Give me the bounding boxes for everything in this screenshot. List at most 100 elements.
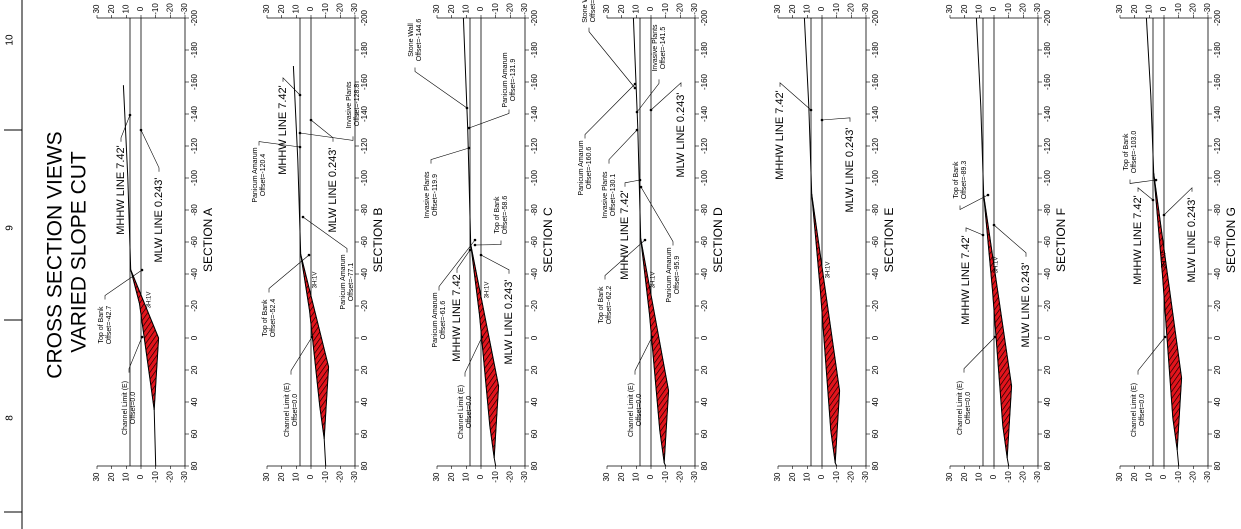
- elevation-tick-label: 10: [802, 472, 811, 481]
- offset-tick-label: 80: [871, 461, 880, 470]
- annotation: MHHW LINE 7.42': [619, 190, 631, 280]
- elevation-tick-label: 0: [989, 474, 998, 479]
- offset-tick-label: 0: [1213, 335, 1222, 340]
- offset-tick-label: -140: [190, 105, 199, 122]
- annotation: Top of Bank: [1123, 133, 1130, 170]
- annotation: 3H:1V: [313, 272, 319, 289]
- leader-arrow: [128, 113, 132, 117]
- section-title: SECTION D: [711, 207, 725, 273]
- offset-tick-label: -120: [530, 137, 539, 154]
- elevation-tick-label: -30: [861, 3, 870, 15]
- annotation: Offset=0.0: [130, 392, 137, 424]
- offset-tick-label: -80: [871, 204, 880, 216]
- offset-tick-label: 40: [190, 397, 199, 406]
- elevation-tick-label: -10: [1004, 3, 1013, 15]
- section: [1119, 15, 1212, 469]
- leader-arrow: [650, 335, 654, 339]
- offset-tick-label: -80: [700, 204, 709, 216]
- leader-line: [430, 147, 470, 164]
- elevation-tick-label: 30: [432, 472, 441, 481]
- leader-line: [1137, 187, 1154, 201]
- offset-tick-label: 20: [1213, 365, 1222, 374]
- annotation: Top of Bank: [598, 286, 605, 323]
- annotation: Channel Limit (E): [284, 383, 291, 437]
- leader-line: [963, 336, 996, 373]
- offset-tick-label: 0: [1043, 335, 1052, 340]
- elevation-tick-label: -30: [690, 471, 699, 483]
- elevation-tick-label: 20: [788, 4, 797, 13]
- leader-line: [604, 239, 646, 280]
- elevation-tick-label: -20: [505, 471, 514, 483]
- offset-tick-label: -160: [1213, 73, 1222, 90]
- section-title: SECTION F: [1054, 208, 1068, 272]
- leader-line: [965, 227, 984, 236]
- leader-line: [1163, 187, 1193, 216]
- offset-tick-label: -100: [530, 169, 539, 186]
- elevation-tick-label: 0: [136, 474, 145, 479]
- elevation-tick-label: 0: [476, 474, 485, 479]
- annotation: MLW LINE 0.243': [844, 127, 856, 212]
- offset-tick-label: -20: [190, 300, 199, 312]
- offset-tick-label: -160: [360, 73, 369, 90]
- annotation: MLW LINE 0.243': [503, 279, 515, 364]
- leader-line: [636, 79, 660, 113]
- annotation: Offset=-62.2: [606, 286, 613, 325]
- offset-tick-label: -100: [190, 169, 199, 186]
- offset-tick-label: -100: [360, 169, 369, 186]
- elevation-tick-label: 10: [1144, 4, 1153, 13]
- leader-arrow: [981, 233, 985, 237]
- elevation-tick-label: -30: [1203, 3, 1212, 15]
- leader-arrow: [467, 146, 471, 150]
- offset-tick-label: -120: [1213, 137, 1222, 154]
- leader-line: [282, 77, 301, 96]
- elevation-tick-label: 20: [617, 4, 626, 13]
- annotation: 3H:1V: [1162, 252, 1168, 269]
- offset-tick-label: -60: [360, 236, 369, 248]
- elevation-tick-label: -10: [151, 471, 160, 483]
- annotation: MLW LINE 0.243': [1020, 262, 1032, 347]
- offset-tick-label: 40: [1213, 397, 1222, 406]
- offset-tick-label: 20: [530, 365, 539, 374]
- elevation-tick-label: 10: [974, 4, 983, 13]
- proposed-grade: [640, 238, 670, 463]
- leader-arrow: [1163, 335, 1167, 339]
- offset-tick-label: 20: [190, 365, 199, 374]
- offset-tick-label: -160: [1043, 73, 1052, 90]
- elevation-tick-label: 10: [121, 472, 130, 481]
- annotation: Channel Limit (E): [1131, 383, 1138, 437]
- annotation: Panicum Amarum: [502, 52, 509, 107]
- leader-arrow: [633, 82, 637, 86]
- offset-tick-label: 0: [871, 335, 880, 340]
- annotation: Panicum Amarum: [578, 140, 585, 195]
- elevation-tick-label: -20: [675, 3, 684, 15]
- offset-tick-label: 20: [871, 365, 880, 374]
- offset-tick-label: -80: [360, 204, 369, 216]
- offset-tick-label: 0: [530, 335, 539, 340]
- elevation-tick-label: 30: [1115, 4, 1124, 13]
- elevation-tick-label: 10: [291, 472, 300, 481]
- offset-tick-label: -200: [190, 9, 199, 26]
- zone-label: 8: [5, 415, 16, 421]
- leader-arrow: [465, 106, 469, 110]
- annotation: Offset=-42.7: [106, 306, 113, 345]
- elevation-tick-label: 20: [960, 4, 969, 13]
- offset-tick-label: 80: [1213, 461, 1222, 470]
- leader-arrow: [809, 108, 813, 112]
- section-title: SECTION E: [882, 208, 896, 273]
- section-title: SECTION A: [201, 208, 215, 272]
- offset-tick-label: 60: [871, 429, 880, 438]
- elevation-tick-label: -30: [1203, 471, 1212, 483]
- leader-arrow: [993, 335, 997, 339]
- leader-arrow: [298, 131, 302, 135]
- proposed-grade: [811, 193, 841, 463]
- elevation-tick-label: 20: [107, 4, 116, 13]
- elevation-tick-label: 20: [277, 4, 286, 13]
- annotation: Invasive Plants: [424, 171, 431, 219]
- elevation-tick-label: 30: [432, 4, 441, 13]
- leader-arrow: [643, 238, 647, 242]
- elevation-tick-label: -30: [520, 3, 529, 15]
- annotation: Stone Wall: [408, 23, 415, 57]
- annotation: Panicum Amarum: [666, 247, 673, 302]
- offset-tick-label: -200: [530, 9, 539, 26]
- leader-arrow: [635, 128, 639, 132]
